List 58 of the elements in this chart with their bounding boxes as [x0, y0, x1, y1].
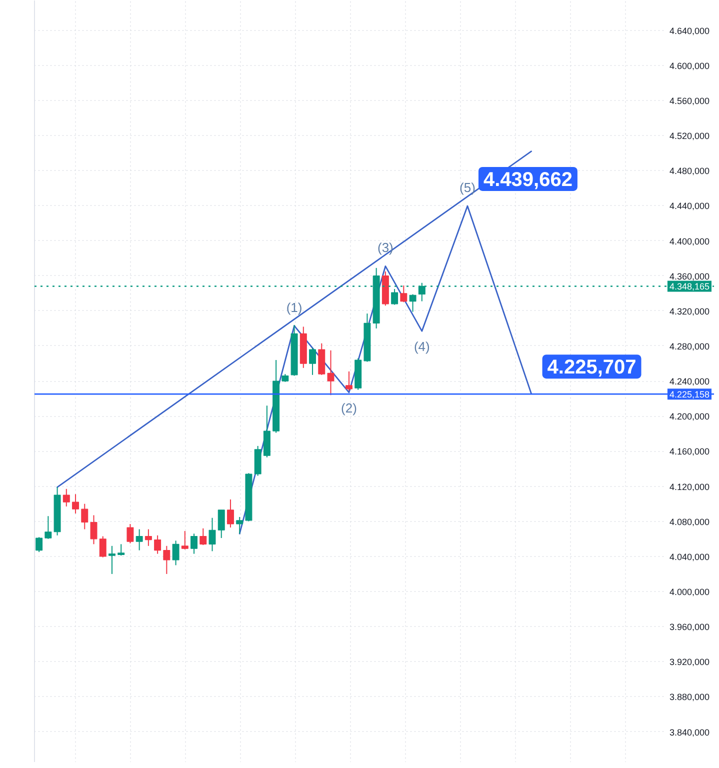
ref-line-label: 4.225,158	[669, 390, 710, 400]
candlestick	[190, 533, 198, 554]
y-tick-label: 4.280,000	[669, 341, 710, 352]
y-tick-label: 4.080,000	[669, 516, 710, 527]
candlestick	[90, 514, 98, 545]
candlestick	[200, 528, 207, 546]
candlestick	[163, 545, 170, 574]
y-tick-label: 4.000,000	[669, 587, 710, 598]
candlestick	[99, 536, 106, 558]
y-tick-label: 3.840,000	[669, 727, 710, 738]
y-tick-label: 4.160,000	[669, 446, 710, 457]
y-tick-label: 4.360,000	[669, 271, 710, 282]
candlestick	[409, 294, 416, 312]
candlestick	[118, 544, 125, 556]
candlestick	[181, 530, 188, 550]
annotation: (5)	[460, 180, 476, 195]
y-tick-label: 4.520,000	[669, 131, 710, 142]
candlestick	[36, 536, 43, 553]
ref-line-label: 4.348,165	[669, 282, 710, 292]
y-tick-label: 4.600,000	[669, 60, 710, 71]
candlestick	[226, 498, 234, 528]
candlestick	[327, 350, 334, 396]
candlestick	[208, 517, 216, 552]
candlestick	[391, 288, 398, 306]
annotation: (1)	[286, 300, 302, 315]
y-tick-label: 3.920,000	[669, 657, 710, 668]
annotation: (3)	[377, 240, 394, 256]
annotation: (4)	[414, 339, 430, 354]
data-label: 4.225,707	[547, 356, 636, 379]
y-tick-label: 3.880,000	[669, 692, 710, 702]
y-tick-label: 3.960,000	[669, 622, 710, 632]
candlestick	[218, 509, 225, 539]
y-tick-label: 4.320,000	[669, 306, 710, 316]
y-tick-label: 4.640,000	[669, 26, 710, 36]
candlestick	[72, 494, 80, 514]
candlestick	[345, 370, 352, 392]
y-tick-label: 4.120,000	[669, 482, 710, 492]
annotation: (2)	[341, 400, 357, 416]
candlestick	[44, 516, 52, 540]
y-tick-label: 4.200,000	[669, 412, 710, 422]
candlestick	[172, 540, 180, 566]
candlestick	[81, 503, 88, 530]
y-tick-label: 4.560,000	[669, 96, 710, 106]
candlestick	[236, 516, 244, 534]
y-tick-label: 4.040,000	[669, 552, 710, 562]
candlestick	[309, 347, 316, 376]
y-tick-label: 4.240,000	[669, 376, 710, 387]
candlestick	[400, 284, 408, 303]
y-tick-label: 4.440,000	[669, 201, 710, 212]
candlestick	[108, 545, 116, 574]
candlestick	[144, 528, 152, 546]
candlestick	[126, 523, 134, 544]
candlestick	[62, 488, 70, 507]
y-tick-label: 4.400,000	[669, 236, 710, 246]
candlestick	[154, 534, 162, 554]
candlestick	[136, 528, 143, 551]
data-label: 4.439,662	[483, 168, 572, 191]
y-tick-label: 4.480,000	[669, 166, 710, 176]
